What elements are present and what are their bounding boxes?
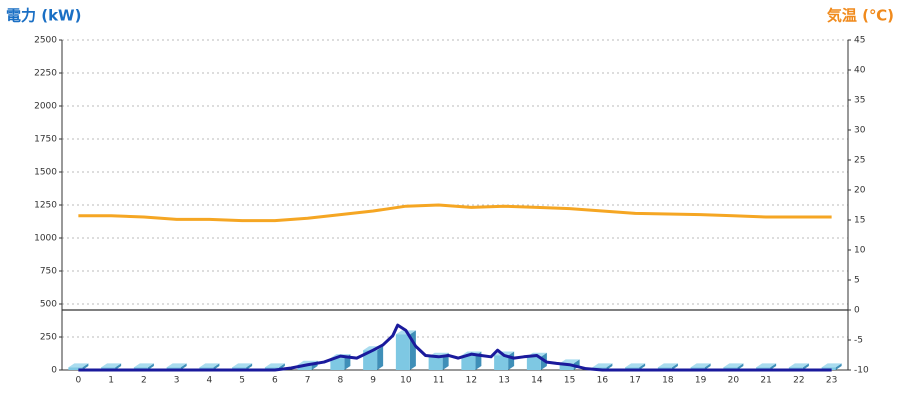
bar-top [657,363,678,368]
bar [297,364,312,370]
bar [559,363,574,370]
bar-side [115,363,122,370]
x-tick-label: 16 [597,376,609,386]
bar-side [704,363,711,370]
x-tick-label: 23 [826,376,837,386]
y-tick-label: 750 [40,267,57,277]
x-tick-label: 22 [793,376,804,386]
bar [68,367,83,370]
x-tick-label: 1 [108,376,114,386]
y-tick-label: 1500 [34,168,57,178]
x-tick-label: 6 [272,376,278,386]
x-tick-label: 7 [305,376,311,386]
x-tick-label: 0 [76,376,82,386]
bar-top [821,363,842,368]
bar-side [671,363,678,370]
x-tick-label: 21 [760,376,771,386]
y2-tick-label: 30 [854,126,866,136]
x-tick-label: 15 [564,376,575,386]
bar-top [199,363,220,368]
bar-side [246,363,253,370]
y-tick-label: 2000 [34,102,57,112]
x-tick-label: 14 [531,376,543,386]
y2-tick-label: 0 [854,306,860,316]
bar-side [770,363,777,370]
y2-tick-label: 5 [854,276,860,286]
x-tick-label: 2 [141,376,147,386]
bar-top [133,363,154,368]
x-tick-label: 12 [466,376,477,386]
bar [428,356,443,370]
bar-top [788,363,809,368]
bar-side [606,363,613,370]
x-tick-label: 9 [370,376,376,386]
bar-top [723,363,744,368]
x-tick-label: 11 [433,376,444,386]
x-tick-label: 3 [174,376,180,386]
x-tick-label: 13 [498,376,509,386]
y2-tick-label: 10 [854,246,866,256]
x-tick-label: 17 [629,376,640,386]
y2-tick-label: 15 [854,216,865,226]
x-tick-label: 10 [400,376,412,386]
y-axis-label: 電力 (kW) [6,7,81,25]
y-tick-label: 1250 [34,201,57,211]
y2-tick-label: 45 [854,36,865,46]
bar [494,355,509,370]
bar-top [166,363,187,368]
y2-tick-label: 25 [854,156,865,166]
x-tick-label: 19 [695,376,707,386]
x-tick-label: 20 [728,376,740,386]
y-tick-label: 500 [40,300,57,310]
y-tick-label: 1000 [34,234,57,244]
bar [330,358,345,370]
bar [461,355,476,370]
bar-side [147,363,154,370]
x-tick-label: 5 [239,376,245,386]
y-tick-label: 2500 [34,36,57,46]
bar-top [68,363,89,368]
bar-top [264,363,285,368]
line-series [78,323,832,372]
bar-side [180,363,187,370]
y-tick-label: 2250 [34,69,57,79]
bar-side [213,363,220,370]
y-tick-label: 1750 [34,135,57,145]
bar-top [232,363,253,368]
bar-side [737,363,744,370]
y2-tick-label: 35 [854,96,865,106]
bar-top [592,363,613,368]
x-tick-label: 4 [207,376,213,386]
y2-tick-label: -5 [854,336,863,346]
y2-tick-label: 40 [854,66,866,76]
x-tick-label: 18 [662,376,674,386]
bar-top [101,363,122,368]
bar-top [690,363,711,368]
bar-side [802,363,809,370]
y-tick-label: 250 [40,333,57,343]
bar-top [756,363,777,368]
y2-tick-label: 20 [854,186,866,196]
x-tick-label: 8 [338,376,344,386]
bar-side [82,363,89,370]
bar-top [625,363,646,368]
bar-side [377,346,384,370]
bar-top [559,359,580,364]
line-series [78,203,832,223]
bar-side [639,363,646,370]
bar [395,334,410,370]
y2-tick-label: -10 [854,366,869,376]
y2-axis-label: 気温 (℃) [827,7,894,25]
y-tick-label: 0 [51,366,57,376]
bar [526,356,541,370]
bar-side [835,363,842,370]
bar [363,350,378,370]
